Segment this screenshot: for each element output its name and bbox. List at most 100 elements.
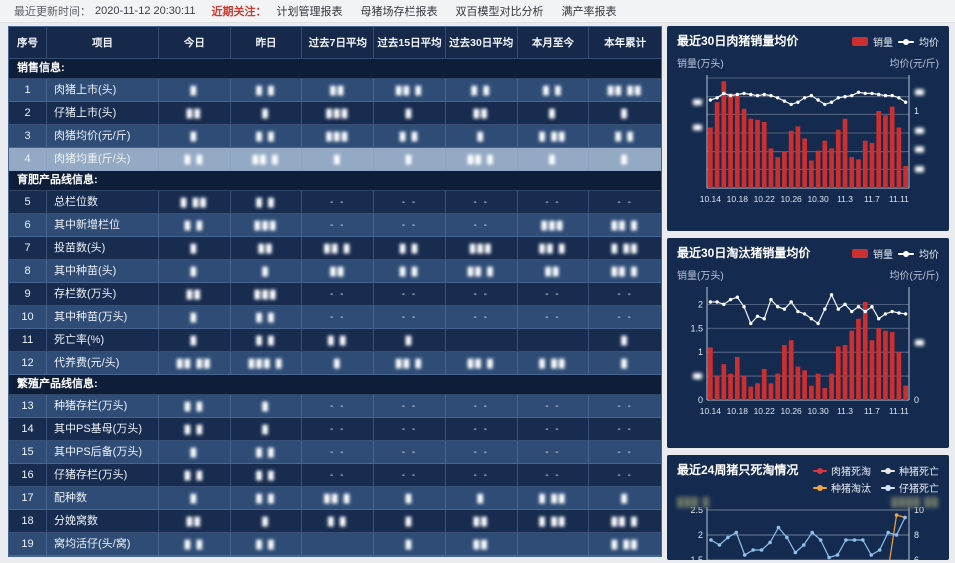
svg-text:2: 2 [698, 299, 703, 309]
sales-bar-legend-swatch[interactable] [852, 37, 868, 46]
value-cell: █ █ [374, 125, 446, 148]
svg-text:0: 0 [914, 395, 919, 405]
value-cell: ██ █ [374, 352, 446, 375]
table-row[interactable]: 14 其中PS基母(万头) █ █ █ - -- -- -- -- - [9, 418, 661, 441]
value-cell: - - [374, 306, 446, 329]
topbar-link-sow-inventory-report[interactable]: 母猪场存栏报表 [360, 6, 438, 18]
svg-text:1: 1 [914, 106, 919, 116]
legend-piglet-death[interactable]: 仔猪死亡 [881, 480, 939, 495]
svg-text:10.14: 10.14 [700, 406, 722, 416]
table-row[interactable]: 16 仔猪存栏(万头) █ █ █ █ - -- -- -- -- - [9, 464, 661, 487]
value-cell: ██ █ [302, 237, 375, 260]
value-cell: █ █ [302, 329, 375, 352]
legend-pig-death-cull[interactable]: 肉猪死淘 [813, 463, 871, 478]
row-number-cell: 8 [9, 260, 47, 283]
column-header: 过去7日平均 [302, 27, 375, 59]
table-row[interactable]: 1 肉猪上市(头) █ █ █ ██ ██ █ █ █ █ █ ██ ██ [9, 79, 661, 102]
value-cell: █ [374, 510, 446, 533]
value-cell: - - [445, 214, 518, 237]
table-row[interactable]: 7 投苗数(头) █ ██ ██ █ █ █ ███ ██ █ █ ██ [9, 237, 661, 260]
svg-text:11.3: 11.3 [837, 194, 853, 204]
chart1-plot: 10.14 10.18 10.22 10.26 10.30 11.3 11.7 11.11 1 [693, 75, 924, 204]
table-row[interactable]: 11 死亡率(%) █ █ █ █ █ █ █ [9, 329, 661, 352]
value-cell: ██ █ [589, 510, 661, 533]
table-row[interactable]: 19 窝均活仔(头/窝) █ █ █ █ █ ██ █ ██ [9, 533, 661, 556]
topbar-link-plan-report[interactable]: 计划管理报表 [276, 6, 343, 18]
chart2-left-axis-title: 销量(万头) [677, 271, 724, 282]
svg-text:2.5: 2.5 [690, 507, 703, 515]
charts-column: 最近30日肉猪销量均价 销量 均价 销量(万头) 均价(元/斤) 10.14 10… [667, 26, 949, 560]
value-cell: - - [374, 283, 446, 306]
table-row[interactable]: 5 总栏位数 █ ██ █ █ - -- -- -- -- - [9, 191, 661, 214]
table-row[interactable]: 4 肉猪均重(斤/头) █ █ ██ █ █ █ ██ █ █ █ [9, 148, 661, 171]
value-cell: █ [445, 125, 518, 148]
table-row[interactable]: 17 配种数 █ █ █ ██ █ █ █ █ ██ █ [9, 487, 661, 510]
topbar-link-model-compare[interactable]: 双百模型对比分析 [455, 6, 544, 18]
value-cell: ██ █ [445, 260, 518, 283]
row-number-cell: 1 [9, 79, 47, 102]
value-cell: █ █ [517, 79, 590, 102]
update-time-label: 最近更新时间： [14, 6, 91, 18]
svg-text:10.22: 10.22 [754, 194, 776, 204]
chart2-right-axis-title: 均价(元/斤) [889, 271, 939, 282]
value-cell: █ █ [159, 148, 231, 171]
value-cell: █ [159, 487, 231, 510]
breeder-cull-icon [813, 484, 827, 492]
sales-legend-label[interactable]: 销量 [873, 38, 893, 49]
chart1-right-axis-title: 均价(元/斤) [889, 59, 939, 70]
row-number-cell: 4 [9, 148, 47, 171]
value-cell: █ █ [230, 487, 303, 510]
table-row[interactable]: 9 存栏数(万头) ██ ███ - -- -- -- -- - [9, 283, 661, 306]
table-row[interactable]: 8 其中种苗(头) █ █ ██ █ █ ██ █ ██ ██ █ [9, 260, 661, 283]
table-row[interactable]: 6 其中新增栏位 █ █ ███ - -- -- - ███ ██ █ [9, 214, 661, 237]
value-cell: █ [374, 148, 446, 171]
svg-text:10.22: 10.22 [754, 406, 776, 416]
svg-text:11.3: 11.3 [837, 406, 853, 416]
value-cell: █ [589, 148, 661, 171]
value-cell: █ ██ [589, 237, 661, 260]
recent-focus-label: 近期关注： [211, 6, 267, 18]
table-row[interactable]: 2 仔猪上市(头) ██ █ ███ █ ██ █ █ [9, 102, 661, 125]
row-number-cell: 11 [9, 329, 47, 352]
svg-text:10.26: 10.26 [781, 194, 803, 204]
chart-panel-weekly-deaths: 最近24周猪只死淘情况 肉猪死淘 种猪死亡 种猪淘汰 仔猪死亡 ███ █ ██… [667, 455, 949, 560]
topbar-link-full-capacity-report[interactable]: 满产率报表 [561, 6, 617, 18]
table-row[interactable]: 15 其中PS后备(万头) █ █ █ - -- -- -- -- - [9, 441, 661, 464]
sales-legend-label[interactable]: 销量 [873, 250, 893, 261]
value-cell [302, 533, 375, 556]
sales-bar-legend-swatch[interactable] [852, 249, 868, 258]
avg-price-legend-icon[interactable] [898, 250, 914, 258]
row-number-cell: 6 [9, 214, 47, 237]
table-row[interactable]: 12 代养费(元/头) ██ ██ ███ █ █ ██ █ ██ █ █ ██ █ [9, 352, 661, 375]
value-cell: █ [230, 395, 303, 418]
value-cell: █ █ [159, 464, 231, 487]
value-cell: - - [374, 191, 446, 214]
row-label-cell: 肉猪均价(元/斤) [47, 125, 159, 148]
value-cell: - - [445, 395, 518, 418]
legend-breeder-cull[interactable]: 种猪淘汰 [813, 480, 871, 495]
row-number-cell: 3 [9, 125, 47, 148]
value-cell: █ [589, 352, 661, 375]
value-cell: █ [374, 487, 446, 510]
row-number-cell: 13 [9, 395, 47, 418]
row-number-cell: 17 [9, 487, 47, 510]
value-cell: - - [517, 418, 590, 441]
table-row[interactable]: 10 其中种苗(万头) █ █ █ - -- -- -- -- - [9, 306, 661, 329]
value-cell: █ [159, 237, 231, 260]
row-label-cell: 分娩窝数 [47, 510, 159, 533]
row-label-cell: 其中PS后备(万头) [47, 441, 159, 464]
table-row[interactable]: 13 种猪存栏(万头) █ █ █ - -- -- -- -- - [9, 395, 661, 418]
value-cell: - - [589, 191, 661, 214]
avg-price-legend-icon[interactable] [898, 38, 914, 46]
avg-price-legend-label[interactable]: 均价 [919, 250, 939, 261]
value-cell: █ [230, 418, 303, 441]
legend-breeder-death[interactable]: 种猪死亡 [881, 463, 939, 478]
row-label-cell: 配种数 [47, 487, 159, 510]
table-row[interactable]: 3 肉猪均价(元/斤) █ █ █ ███ █ █ █ █ ██ █ █ [9, 125, 661, 148]
row-number-cell: 14 [9, 418, 47, 441]
value-cell: █ ██ [517, 510, 590, 533]
value-cell: ██ █ [517, 237, 590, 260]
avg-price-legend-label[interactable]: 均价 [919, 38, 939, 49]
table-row[interactable]: 18 分娩窝数 ██ █ █ █ █ ██ █ ██ ██ █ [9, 510, 661, 533]
value-cell: █ █ [374, 237, 446, 260]
